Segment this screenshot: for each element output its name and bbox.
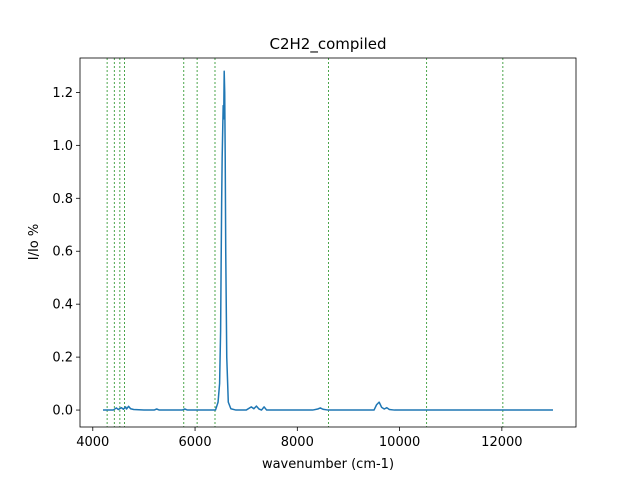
y-tick-label: 0.4 xyxy=(52,298,73,313)
x-tick-label: 4000 xyxy=(76,435,109,450)
y-tick-label: 0.2 xyxy=(52,351,73,366)
y-tick-label: 1.0 xyxy=(52,139,73,154)
x-tick-label: 6000 xyxy=(179,435,212,450)
y-tick-label: 0.0 xyxy=(52,404,73,419)
x-tick-label: 12000 xyxy=(481,435,522,450)
y-tick-label: 0.6 xyxy=(52,245,73,260)
y-tick-label: 0.8 xyxy=(52,192,73,207)
y-axis: 0.0 0.2 0.4 0.6 0.8 1.0 1.2 xyxy=(52,86,80,419)
x-axis: 4000 6000 8000 10000 12000 xyxy=(76,427,523,450)
x-tick-label: 10000 xyxy=(379,435,420,450)
plot-frame xyxy=(79,57,577,428)
vertical-markers xyxy=(106,58,504,427)
y-axis-label: I/Io % xyxy=(27,224,42,261)
chart-title: C2H2_compiled xyxy=(270,35,387,54)
x-axis-label: wavenumber (cm-1) xyxy=(262,457,394,472)
series-layer xyxy=(103,70,553,411)
series-line-0 xyxy=(103,70,553,411)
y-tick-label: 1.2 xyxy=(52,86,73,101)
x-tick-label: 8000 xyxy=(281,435,314,450)
